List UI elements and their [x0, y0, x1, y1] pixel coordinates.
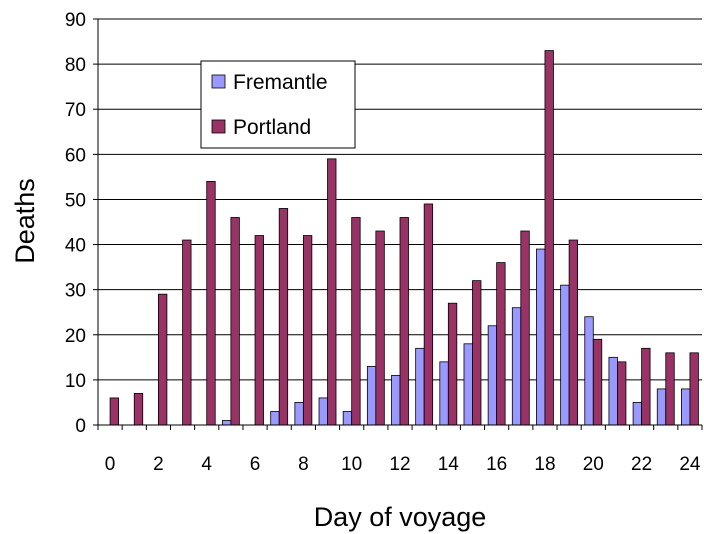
x-tick-label: 10: [341, 454, 362, 475]
y-tick-label: 80: [65, 55, 86, 76]
y-tick-label: 60: [65, 145, 86, 166]
bar-fremantle-day-8: [294, 402, 304, 426]
bar-portland-day-17: [520, 230, 530, 426]
bar-portland-day-8: [302, 235, 313, 426]
bar-fremantle-day-21: [608, 356, 618, 426]
bar-fremantle-day-19: [560, 284, 570, 426]
y-tick-label: 20: [65, 326, 86, 347]
bar-portland-day-22: [641, 347, 651, 426]
x-tick-label: 22: [631, 454, 652, 475]
legend-swatch-portland: [211, 119, 226, 134]
bar-fremantle-day-17: [511, 307, 522, 426]
y-tick-label: 90: [65, 10, 86, 31]
legend-box: [200, 60, 356, 149]
bar-fremantle-day-14: [439, 361, 449, 426]
bar-portland-day-2: [157, 293, 168, 426]
legend-label-fremantle: Fremantle: [233, 71, 328, 94]
x-tick-label: 0: [105, 454, 116, 475]
legend-label-portland: Portland: [233, 116, 311, 139]
bar-portland-day-6: [254, 235, 264, 426]
y-axis-title: Deaths: [10, 178, 40, 264]
gridlines: [98, 18, 702, 381]
bar-portland-day-16: [496, 262, 506, 426]
x-tick-label: 18: [534, 454, 555, 475]
bar-portland-day-11: [375, 230, 385, 426]
bar-portland-day-23: [665, 352, 675, 426]
bar-fremantle-day-16: [487, 325, 498, 426]
bar-fremantle-day-15: [463, 343, 473, 426]
y-tick-label: 40: [65, 236, 86, 257]
bar-portland-day-13: [423, 203, 434, 426]
x-tick-label: 6: [250, 454, 261, 475]
y-tick-label: 50: [65, 190, 86, 211]
bar-portland-day-21: [617, 361, 627, 426]
bar-portland-day-18: [544, 50, 554, 426]
bar-fremantle-day-7: [270, 411, 280, 426]
bar-portland-day-19: [568, 239, 579, 426]
x-tick-label: 20: [583, 454, 604, 475]
bar-fremantle-day-9: [318, 397, 328, 426]
y-tick-label: 10: [65, 371, 86, 392]
bar-portland-day-15: [472, 280, 482, 426]
bar-fremantle-day-23: [656, 388, 667, 426]
x-axis-title: Day of voyage: [314, 502, 487, 532]
bar-portland-day-10: [351, 217, 361, 426]
bars: [109, 50, 699, 426]
bar-fremantle-day-10: [342, 411, 353, 426]
bar-fremantle-day-13: [415, 347, 425, 426]
bar-portland-day-7: [278, 208, 289, 426]
bar-portland-day-0: [109, 397, 119, 426]
bar-portland-day-20: [592, 338, 603, 426]
x-tick-label: 12: [389, 454, 410, 475]
bar-portland-day-5: [230, 217, 240, 426]
bar-portland-day-1: [133, 393, 144, 426]
x-tick-label: 4: [201, 454, 212, 475]
x-tick-label: 16: [486, 454, 507, 475]
bar-fremantle-day-11: [366, 365, 377, 426]
bar-portland-day-14: [447, 302, 458, 426]
bar-fremantle-day-5: [221, 420, 232, 426]
bar-fremantle-day-24: [681, 388, 691, 426]
y-tick-label: 70: [65, 100, 86, 121]
bar-fremantle-day-18: [536, 248, 546, 426]
y-tick-label: 0: [75, 416, 86, 437]
bar-fremantle-day-20: [584, 316, 594, 426]
y-tick-label: 30: [65, 281, 86, 302]
axes: [93, 18, 703, 430]
legend-swatch-fremantle: [211, 74, 226, 89]
x-tick-label: 14: [438, 454, 460, 475]
bar-portland-day-24: [689, 352, 699, 426]
bar-portland-day-4: [206, 180, 216, 426]
bar-portland-day-12: [399, 217, 409, 426]
x-tick-label: 2: [153, 454, 164, 475]
legend: Fremantle Portland: [200, 60, 356, 149]
bar-portland-day-3: [182, 239, 192, 426]
x-tick-label: 8: [298, 454, 309, 475]
bar-fremantle-day-22: [632, 402, 642, 426]
bar-portland-day-9: [327, 158, 337, 426]
x-tick-label: 24: [679, 454, 701, 475]
bar-fremantle-day-12: [391, 374, 401, 426]
